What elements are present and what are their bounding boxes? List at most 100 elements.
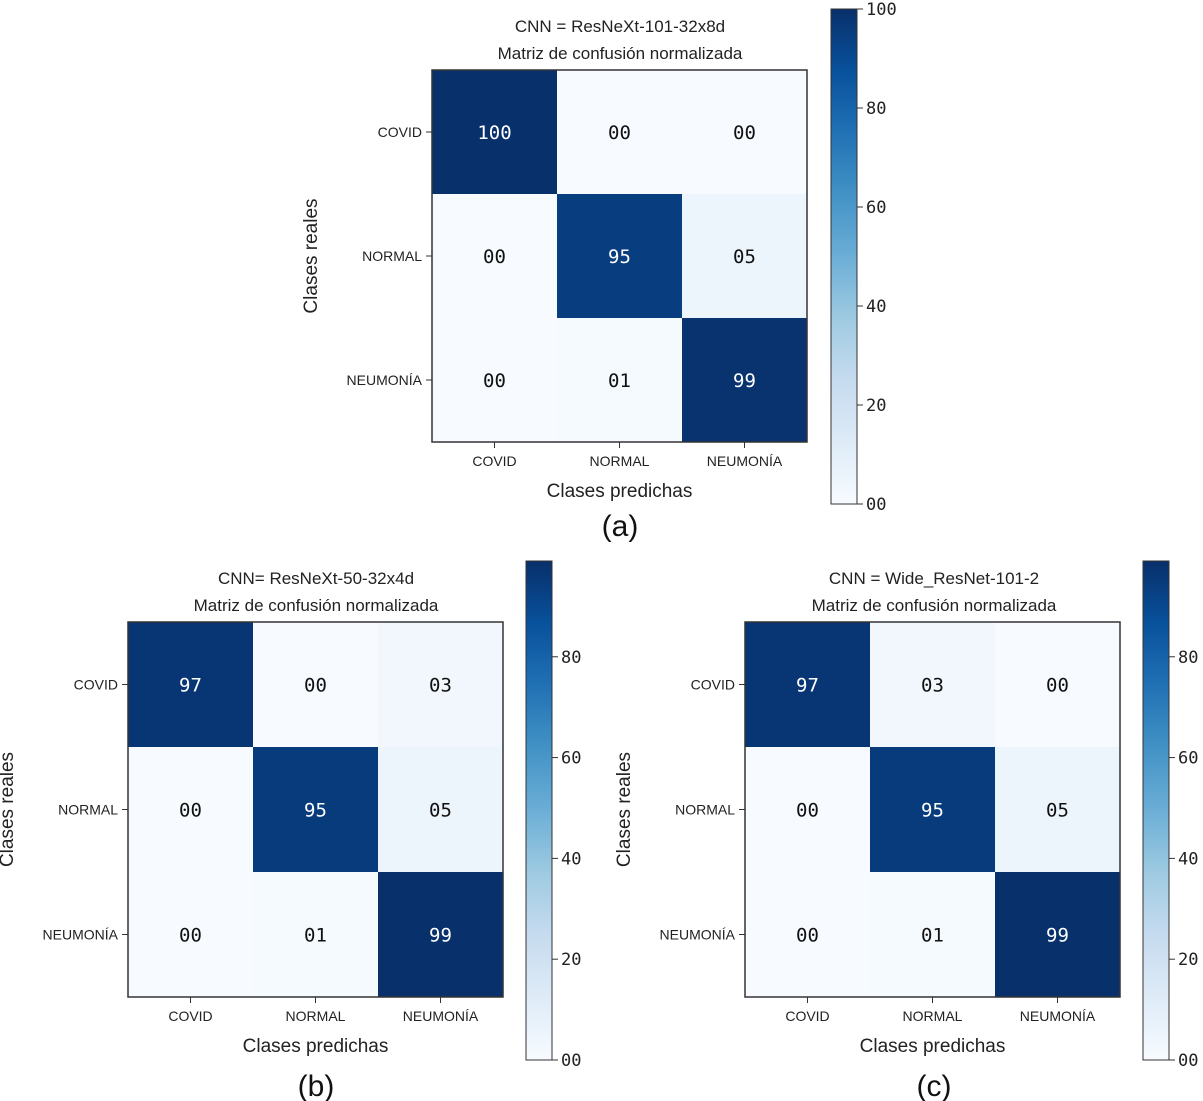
matrix-cell — [432, 194, 557, 318]
matrix-cell — [745, 747, 870, 872]
panel-label: (b) — [298, 1070, 335, 1101]
y-tick-label: COVID — [378, 124, 422, 140]
x-tick-label: COVID — [168, 1008, 212, 1024]
matrix-cell — [378, 872, 503, 997]
cell-value-label: 97 — [796, 675, 819, 697]
x-tick-label: NORMAL — [590, 453, 650, 469]
matrix-cell — [378, 747, 503, 872]
panel-label: (c) — [917, 1070, 952, 1101]
confusion-matrix-panel-2: CNN= ResNeXt-50-32x4d Matriz de confusión… — [0, 560, 581, 1101]
colorbar-tick-label: 80 — [561, 648, 581, 668]
colorbar-tick-label: 40 — [561, 849, 581, 869]
cell-value-label: 00 — [796, 800, 819, 822]
cell-value-label: 05 — [733, 246, 756, 268]
colorbar-tick-label: 20 — [1178, 950, 1198, 970]
chart-title: CNN = ResNeXt-101-32x8d — [515, 17, 725, 36]
matrix-cell — [253, 872, 378, 997]
chart-title: CNN= ResNeXt-50-32x4d — [218, 569, 414, 588]
y-axis-label: Clases reales — [614, 752, 635, 867]
x-tick-label: NEUMONÍA — [707, 453, 783, 469]
colorbar-tick-label: 80 — [866, 99, 886, 119]
cell-value-label: 00 — [179, 800, 202, 822]
cell-value-label: 00 — [304, 675, 327, 697]
colorbar-tick-label: 80 — [1178, 648, 1198, 668]
cell-value-label: 01 — [304, 925, 327, 947]
y-tick-label: NORMAL — [675, 802, 735, 818]
matrix-cell — [682, 70, 807, 194]
x-axis-label: Clases predichas — [243, 1036, 389, 1057]
cell-value-label: 95 — [608, 246, 631, 268]
colorbar-tick-label: 20 — [561, 950, 581, 970]
y-tick-label: COVID — [74, 677, 118, 693]
cell-value-label: 05 — [1046, 800, 1069, 822]
matrix-cell — [128, 622, 253, 747]
matrix-cell — [870, 872, 995, 997]
matrix-cell — [432, 318, 557, 442]
matrix-cell — [745, 872, 870, 997]
matrix-cell — [682, 318, 807, 442]
matrix-cell — [128, 747, 253, 872]
colorbar — [1142, 560, 1170, 1061]
cell-value-label: 03 — [921, 675, 944, 697]
matrix-cell — [870, 622, 995, 747]
confusion-matrix-panel-1: CNN = ResNeXt-101-32x8d Matriz de confusi… — [301, 0, 897, 543]
confusion-matrix-panel-3: CNN = Wide_ResNet-101-2 Matriz de confusi… — [614, 560, 1198, 1101]
matrix-cell — [128, 872, 253, 997]
cell-value-label: 01 — [921, 925, 944, 947]
matrix-cell — [995, 747, 1120, 872]
colorbar-tick-label: 60 — [866, 198, 886, 218]
colorbar-tick-label: 00 — [866, 495, 886, 515]
colorbar-tick-label: 60 — [1178, 749, 1198, 769]
cell-value-label: 99 — [1046, 925, 1069, 947]
chart-subtitle: Matriz de confusión normalizada — [498, 44, 743, 63]
y-axis-label: Clases reales — [0, 752, 18, 867]
x-tick-label: NORMAL — [286, 1008, 346, 1024]
x-tick-label: NEUMONÍA — [1020, 1008, 1096, 1024]
x-tick-label: COVID — [785, 1008, 829, 1024]
colorbar — [525, 560, 553, 1061]
cell-value-label: 99 — [429, 925, 452, 947]
chart-subtitle: Matriz de confusión normalizada — [812, 596, 1057, 615]
x-tick-label: NORMAL — [903, 1008, 963, 1024]
colorbar-tick-label: 00 — [561, 1051, 581, 1071]
y-tick-label: NORMAL — [362, 248, 422, 264]
chart-title: CNN = Wide_ResNet-101-2 — [829, 569, 1039, 588]
colorbar-tick-label: 20 — [866, 396, 886, 416]
colorbar-tick-label: 00 — [1178, 1051, 1198, 1071]
colorbar-tick-label: 40 — [866, 297, 886, 317]
cell-value-label: 01 — [608, 370, 631, 392]
cell-value-label: 95 — [921, 800, 944, 822]
y-tick-label: NEUMONÍA — [347, 372, 423, 388]
cell-value-label: 03 — [429, 675, 452, 697]
matrix-cell — [253, 747, 378, 872]
cell-value-label: 97 — [179, 675, 202, 697]
cell-value-label: 05 — [429, 800, 452, 822]
y-axis-label: Clases reales — [301, 198, 322, 313]
matrix-cell — [745, 622, 870, 747]
cell-value-label: 00 — [733, 122, 756, 144]
colorbar-tick-label: 40 — [1178, 849, 1198, 869]
matrix-cell — [378, 622, 503, 747]
cell-value-label: 00 — [1046, 675, 1069, 697]
colorbar-tick-label: 100 — [866, 0, 897, 20]
matrix-cell — [995, 872, 1120, 997]
cell-value-label: 00 — [483, 370, 506, 392]
x-tick-label: COVID — [472, 453, 516, 469]
matrix-cell — [557, 194, 682, 318]
matrix-cell — [682, 194, 807, 318]
cell-value-label: 100 — [477, 122, 511, 144]
cell-value-label: 00 — [796, 925, 819, 947]
matrix-cell — [557, 70, 682, 194]
matrix-cell — [995, 622, 1120, 747]
chart-subtitle: Matriz de confusión normalizada — [194, 596, 439, 615]
panel-label: (a) — [602, 510, 639, 543]
matrix-cell — [432, 70, 557, 194]
y-tick-label: COVID — [691, 677, 735, 693]
y-tick-label: NEUMONÍA — [660, 927, 736, 943]
x-tick-label: NEUMONÍA — [403, 1008, 479, 1024]
cell-value-label: 95 — [304, 800, 327, 822]
y-tick-label: NEUMONÍA — [43, 927, 119, 943]
matrix-cell — [557, 318, 682, 442]
matrix-cell — [870, 747, 995, 872]
